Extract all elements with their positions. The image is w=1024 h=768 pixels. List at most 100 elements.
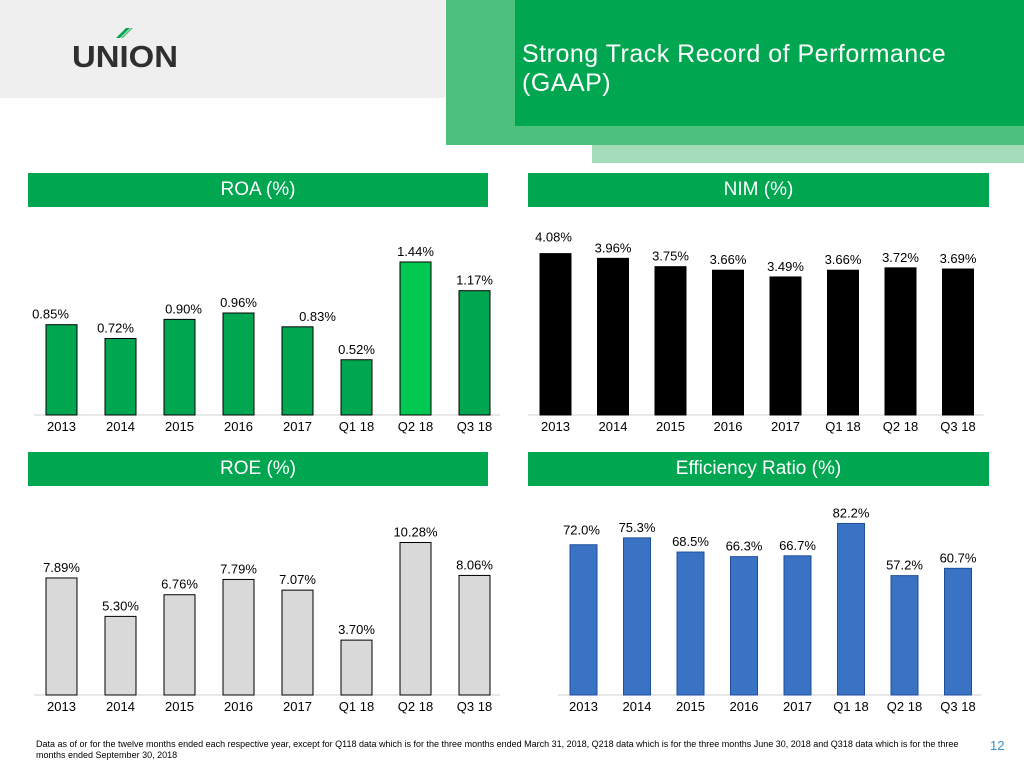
roa-bar xyxy=(281,326,314,416)
roa-x-tick-label: 2017 xyxy=(283,419,312,434)
nim-bar xyxy=(539,253,572,416)
roe-data-label: 6.76% xyxy=(161,577,198,592)
eff-data-label: 68.5% xyxy=(672,534,709,549)
logo-text: UNION xyxy=(72,39,178,72)
roa-bar xyxy=(45,324,78,416)
nim-chart: 4.08% 2013 3.96% 2014 3.75% 2015 3.66% 2016 3.49… xyxy=(528,230,984,434)
nim-x-tick-label: 2014 xyxy=(599,419,628,434)
roe-data-label: 3.70% xyxy=(338,622,375,637)
roe-bar xyxy=(458,574,491,696)
roa-x-tick-label: Q2 18 xyxy=(398,419,433,434)
nim-bar xyxy=(597,257,629,416)
nim-bar xyxy=(827,269,859,416)
nim-x-tick-label: Q3 18 xyxy=(940,419,975,434)
eff-bar xyxy=(676,551,705,696)
roa-x-tick-label: 2014 xyxy=(106,419,135,434)
roa-data-label: 0.96% xyxy=(220,295,257,310)
roe-chart: 7.89% 2013 5.30% 2014 6.76% 2015 7.79% 2016 7.07… xyxy=(34,525,500,714)
nim-data-label: 3.96% xyxy=(595,240,632,255)
roa-bar xyxy=(104,338,137,416)
nim-x-tick-label: 2013 xyxy=(541,419,570,434)
roe-data-label: 10.28% xyxy=(393,525,438,540)
eff-x-tick-label: 2013 xyxy=(569,699,598,714)
roe-data-label: 7.79% xyxy=(220,561,257,576)
nim-x-tick-label: Q2 18 xyxy=(883,419,918,434)
roe-data-label: 7.07% xyxy=(279,572,316,587)
leaf-icon: UNION xyxy=(72,28,178,74)
eff-x-tick-label: 2017 xyxy=(783,699,812,714)
roa-data-label: 0.90% xyxy=(165,301,202,316)
roe-panel-title: ROE (%) xyxy=(28,452,488,486)
roa-data-label: 0.85% xyxy=(32,307,69,322)
eff-bar xyxy=(890,575,919,696)
roe-x-tick-label: 2013 xyxy=(47,699,76,714)
roe-data-label: 7.89% xyxy=(43,560,80,575)
nim-data-label: 3.49% xyxy=(767,259,804,274)
eff-data-label: 82.2% xyxy=(833,505,870,520)
roa-panel-title: ROA (%) xyxy=(28,173,488,207)
roe-data-label: 5.30% xyxy=(102,598,139,613)
nim-panel-title: NIM (%) xyxy=(528,173,989,207)
eff-bar xyxy=(944,567,972,696)
roa-data-label: 1.44% xyxy=(397,244,434,259)
nim-x-tick-label: 2016 xyxy=(714,419,743,434)
page-number: 12 xyxy=(990,738,1005,753)
eff-data-label: 60.7% xyxy=(940,550,977,565)
page-title: Strong Track Record of Performance (GAAP… xyxy=(522,40,947,97)
eff-x-tick-label: 2014 xyxy=(623,699,652,714)
efficiency-panel-title: Efficiency Ratio (%) xyxy=(528,452,989,486)
roa-bar xyxy=(163,318,196,416)
eff-data-label: 57.2% xyxy=(886,558,923,573)
union-logo: UNION xyxy=(70,26,180,74)
nim-data-label: 3.72% xyxy=(882,250,919,265)
roa-bar xyxy=(222,312,255,416)
eff-bar xyxy=(623,537,651,696)
nim-data-label: 3.69% xyxy=(940,251,977,266)
roe-data-label: 8.06% xyxy=(456,557,493,572)
roa-chart: 0.85% 2013 0.72% 2014 0.90% 2015 0.96% 2016 0.83… xyxy=(32,244,500,434)
nim-bar xyxy=(769,276,802,416)
nim-bar xyxy=(942,268,974,416)
eff-bar xyxy=(837,522,865,696)
roa-data-label: 1.17% xyxy=(456,273,493,288)
roa-x-tick-label: 2016 xyxy=(224,419,253,434)
eff-bar xyxy=(730,556,758,696)
roe-x-tick-label: 2014 xyxy=(106,699,135,714)
roe-x-tick-label: Q3 18 xyxy=(457,699,492,714)
roa-data-label: 0.52% xyxy=(338,342,375,357)
roa-x-tick-label: Q1 18 xyxy=(339,419,374,434)
nim-bar xyxy=(884,267,917,416)
nim-data-label: 3.66% xyxy=(825,252,862,267)
nim-data-label: 3.75% xyxy=(652,249,689,264)
eff-x-tick-label: Q2 18 xyxy=(887,699,922,714)
nim-data-label: 3.66% xyxy=(710,252,747,267)
nim-x-tick-label: Q1 18 xyxy=(825,419,860,434)
nim-x-tick-label: 2015 xyxy=(656,419,685,434)
eff-bar xyxy=(569,544,598,696)
roe-bar xyxy=(399,542,432,696)
efficiency-chart: 72.0% 2013 75.3% 2014 68.5% 2015 66.3% 2016 66.7… xyxy=(558,505,982,714)
roe-x-tick-label: 2016 xyxy=(224,699,253,714)
eff-bar xyxy=(783,555,812,696)
roe-bar xyxy=(281,589,314,696)
roe-bar xyxy=(104,615,137,696)
eff-data-label: 75.3% xyxy=(619,520,656,535)
roa-bar xyxy=(458,290,491,416)
roe-bar xyxy=(340,639,373,696)
nim-bar xyxy=(712,269,744,416)
roe-x-tick-label: Q1 18 xyxy=(339,699,374,714)
nim-x-tick-label: 2017 xyxy=(771,419,800,434)
roe-x-tick-label: 2015 xyxy=(165,699,194,714)
roa-bar xyxy=(399,261,432,416)
roe-x-tick-label: 2017 xyxy=(283,699,312,714)
roa-data-label: 0.83% xyxy=(299,309,336,324)
eff-data-label: 72.0% xyxy=(563,523,600,538)
roa-x-tick-label: 2015 xyxy=(165,419,194,434)
eff-x-tick-label: 2016 xyxy=(730,699,759,714)
roa-data-label: 0.72% xyxy=(97,321,134,336)
roe-x-tick-label: Q2 18 xyxy=(398,699,433,714)
footnote: Data as of or for the twelve months ende… xyxy=(36,739,959,760)
nim-data-label: 4.08% xyxy=(535,230,572,245)
roe-bar xyxy=(45,577,78,696)
nim-bar xyxy=(654,266,687,416)
